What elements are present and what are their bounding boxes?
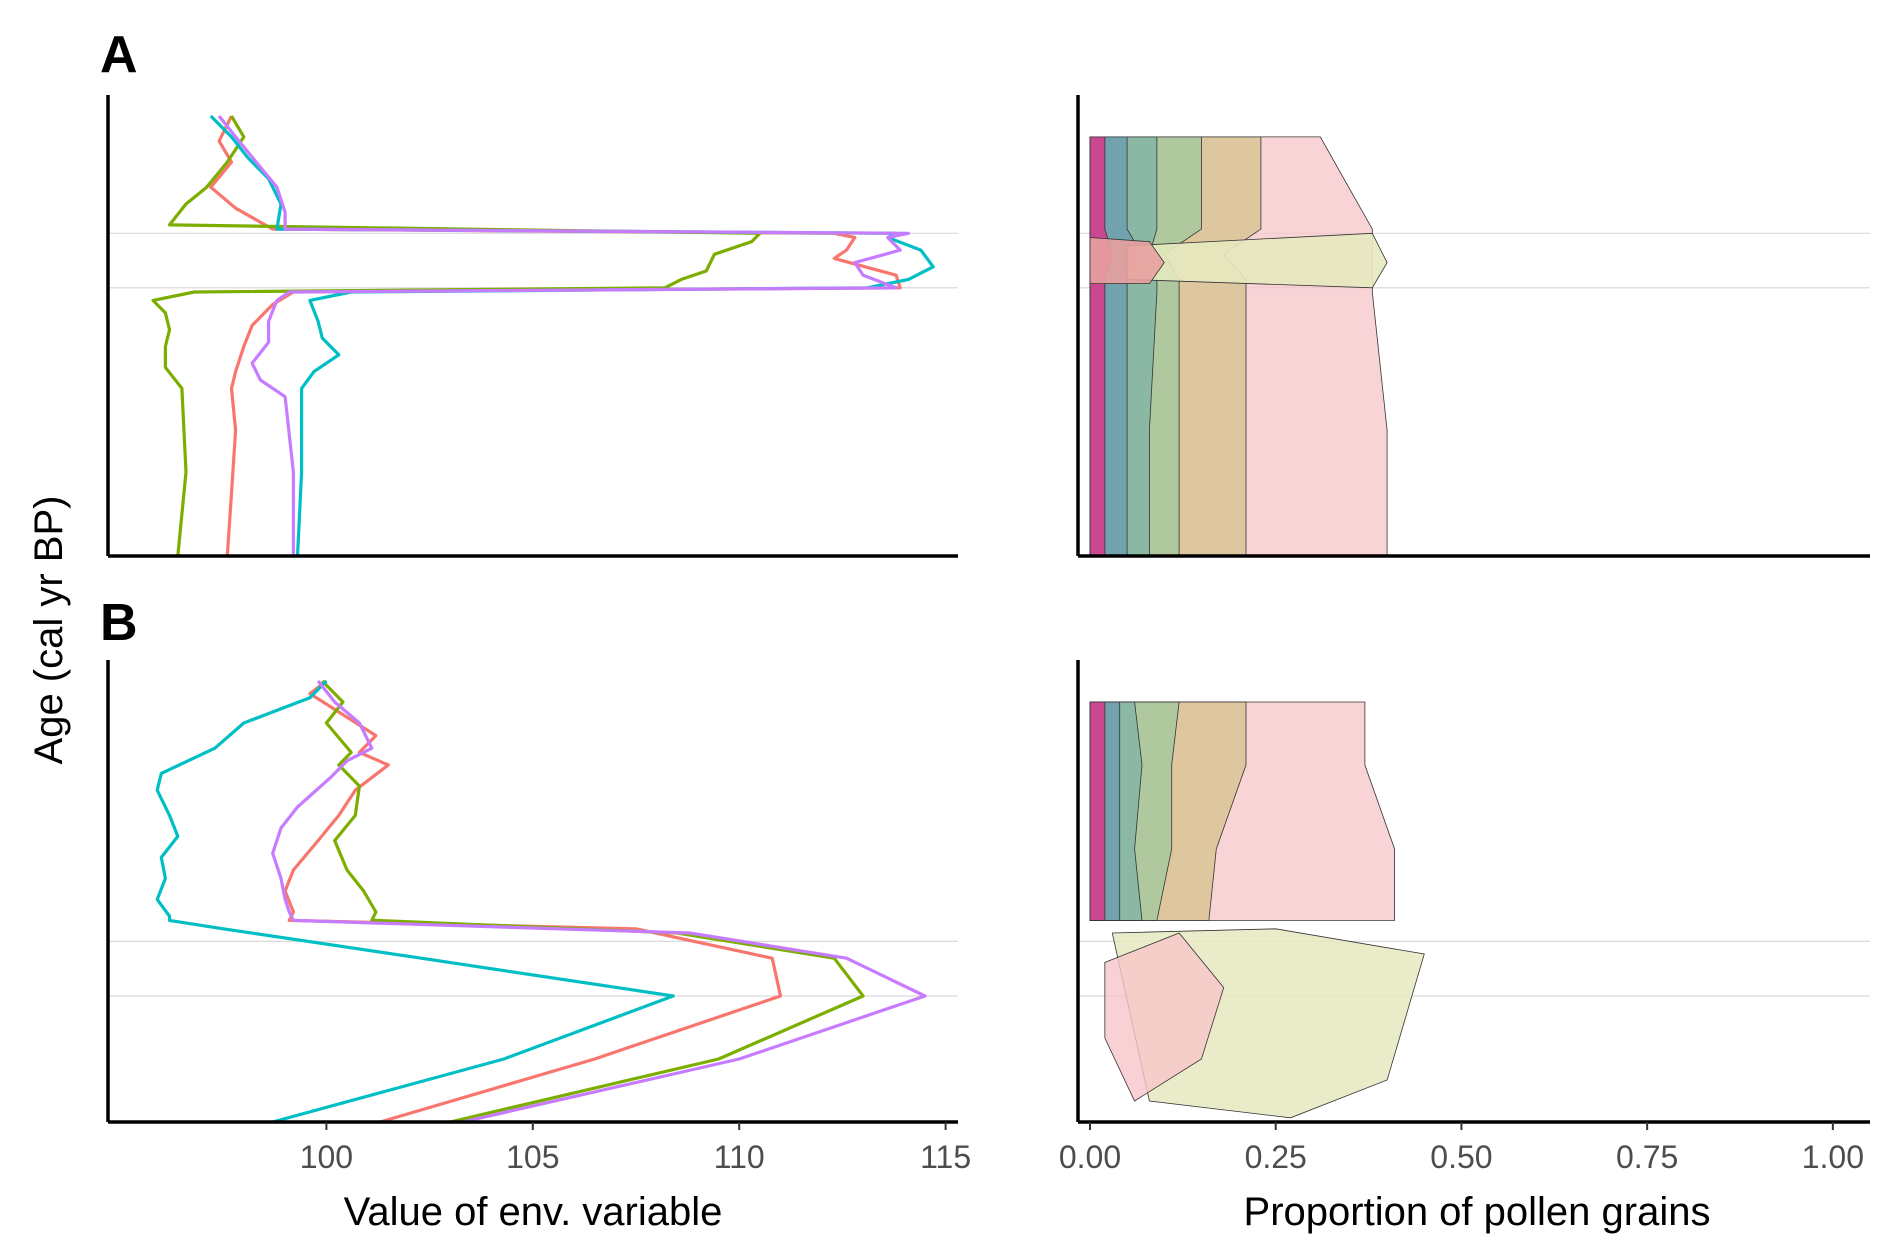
- pollen-area-band: [1089, 237, 1165, 284]
- x-tick-labels-left: 100 105 110 115: [300, 1122, 971, 1175]
- series-line-green: [321, 679, 865, 1124]
- pollen-area-band: [1089, 701, 1106, 921]
- x-tick-label: 105: [506, 1139, 559, 1175]
- panel-a-env-plot: [106, 95, 958, 558]
- x-axis-title-left: Value of env. variable: [344, 1190, 723, 1234]
- x-tick-label: 0.00: [1059, 1139, 1121, 1175]
- series-line-green: [151, 115, 762, 557]
- x-tick-label: 0.25: [1245, 1139, 1307, 1175]
- panel-b-env-plot: [106, 660, 958, 1124]
- x-tick-label: 0.75: [1616, 1139, 1678, 1175]
- series-line-cyan: [155, 679, 675, 1124]
- x-tick-labels-right: 0.00 0.25 0.50 0.75 1.00: [1059, 1122, 1864, 1175]
- x-tick-label: 0.50: [1430, 1139, 1492, 1175]
- pollen-area-band: [1104, 932, 1225, 1102]
- x-tick-label: 100: [300, 1139, 353, 1175]
- series-line-purple: [217, 115, 911, 556]
- panel-a-label: A: [100, 26, 138, 84]
- series-line-red: [209, 115, 902, 557]
- panel-b-pollen-plot: [1076, 660, 1870, 1124]
- panel-a-pollen-plot: [1076, 95, 1870, 558]
- x-axis-title-right: Proportion of pollen grains: [1244, 1190, 1711, 1234]
- series-line-red: [283, 679, 783, 1124]
- x-tick-label: 115: [920, 1139, 971, 1175]
- series-line-cyan: [209, 114, 935, 557]
- panel-b-label: B: [100, 594, 138, 652]
- x-tick-label: 110: [714, 1139, 765, 1175]
- x-tick-label: 1.00: [1802, 1139, 1864, 1175]
- y-axis-title: Age (cal yr BP): [27, 496, 71, 765]
- series-line-purple: [271, 680, 927, 1124]
